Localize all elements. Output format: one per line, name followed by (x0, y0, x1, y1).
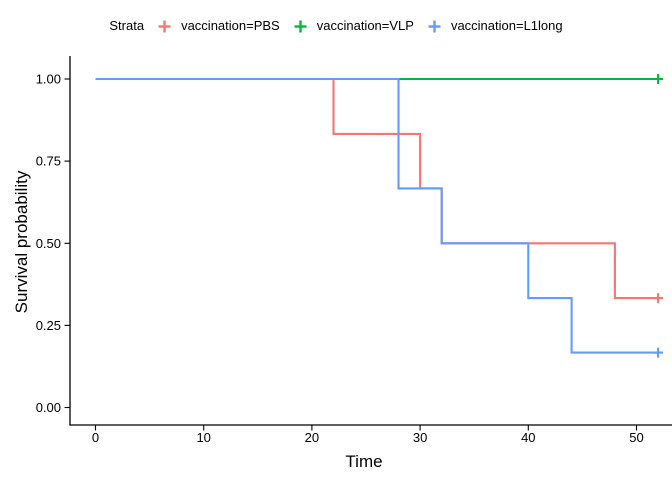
x-tick-label: 10 (196, 430, 210, 445)
y-tick-label: 0.75 (36, 154, 61, 169)
x-tick-label: 50 (629, 430, 643, 445)
legend-title: Strata (109, 18, 145, 33)
y-tick-label: 0.25 (36, 318, 61, 333)
series-line-2 (95, 77, 659, 354)
x-tick-label: 30 (413, 430, 427, 445)
series-line-0 (95, 77, 659, 300)
x-tick-label: 20 (305, 430, 319, 445)
y-tick-label: 1.00 (36, 72, 61, 87)
x-tick-label: 40 (521, 430, 535, 445)
legend: Strata vaccination=PBS vaccination=VLP v… (0, 18, 672, 34)
censor-plus-icon (653, 347, 664, 358)
legend-item-l1long: vaccination=L1long (427, 18, 563, 34)
y-tick-label: 0.50 (36, 236, 61, 251)
legend-item-label: vaccination=PBS (181, 18, 280, 33)
censor-plus-icon (653, 293, 664, 304)
legend-item-vlp: vaccination=VLP (293, 18, 414, 34)
y-axis-title: Survival probability (12, 170, 31, 314)
plus-icon (294, 20, 307, 32)
plus-icon (158, 20, 171, 32)
plus-icon (428, 20, 441, 32)
y-tick-label: 0.00 (36, 400, 61, 415)
x-axis-title: Time (345, 452, 383, 471)
x-tick-label: 0 (92, 430, 99, 445)
censor-plus-icon (653, 74, 664, 84)
legend-item-pbs: vaccination=PBS (157, 18, 280, 34)
legend-item-label: vaccination=VLP (316, 18, 414, 33)
legend-item-label: vaccination=L1long (450, 18, 563, 33)
